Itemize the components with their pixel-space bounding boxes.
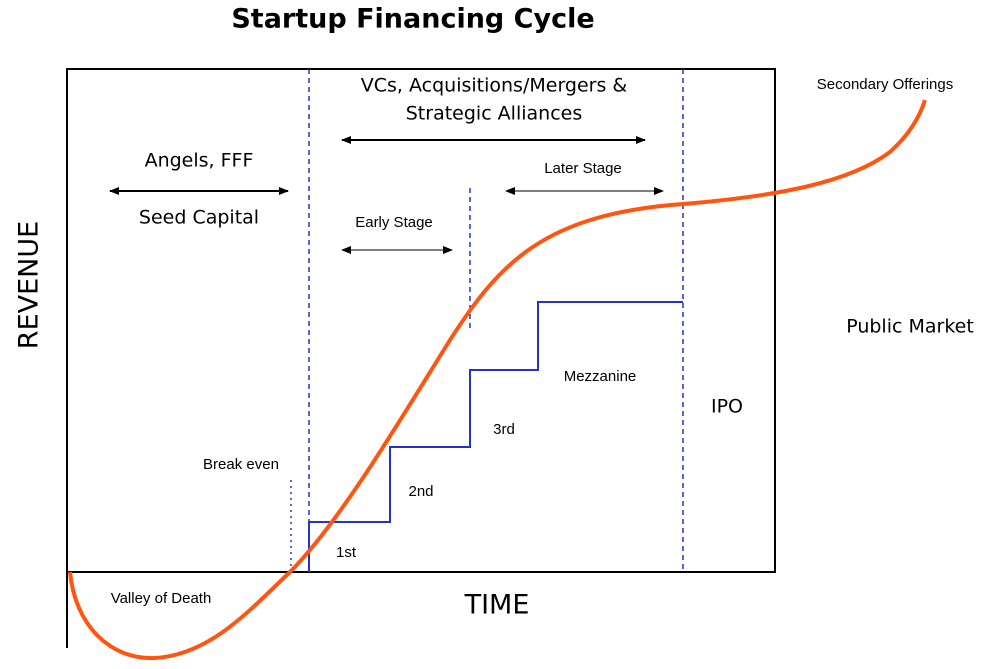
label: VCs, Acquisitions/Mergers &: [361, 75, 628, 97]
label: Break even: [203, 456, 279, 473]
title: Startup Financing Cycle: [231, 4, 594, 35]
label: IPO: [711, 396, 743, 418]
label: 1st: [336, 544, 357, 561]
label: 2nd: [408, 483, 433, 500]
label: Public Market: [846, 316, 974, 338]
x-axis-label: TIME: [464, 590, 530, 621]
label: Early Stage: [355, 214, 433, 231]
label: 3rd: [493, 421, 515, 438]
y-axis-label: REVENUE: [14, 221, 45, 349]
funding-steps: [308, 301, 683, 572]
label: Later Stage: [544, 160, 622, 177]
label: Angels, FFF: [145, 150, 254, 172]
label: Strategic Alliances: [406, 103, 582, 125]
label: Valley of Death: [111, 590, 212, 607]
label: Seed Capital: [139, 207, 259, 229]
revenue-curve: [68, 99, 927, 661]
frame: [66, 68, 776, 573]
label: Mezzanine: [564, 368, 637, 385]
label: Secondary Offerings: [817, 76, 953, 93]
